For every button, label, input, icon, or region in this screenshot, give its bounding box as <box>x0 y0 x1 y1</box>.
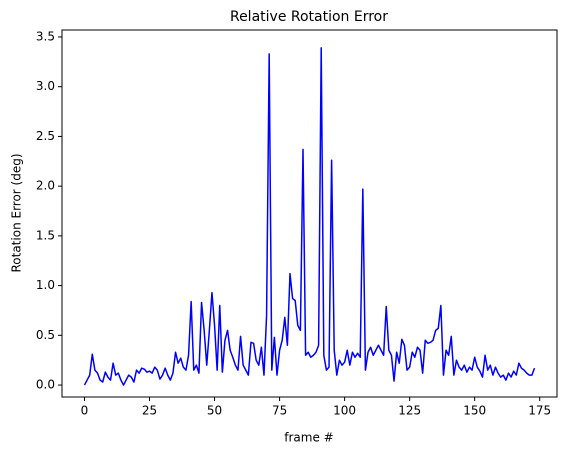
y-tick-label: 1.5 <box>36 228 55 242</box>
y-tick-label: 3.5 <box>36 29 55 43</box>
y-tick-label: 0.0 <box>36 378 55 392</box>
x-tick-label: 175 <box>528 404 551 418</box>
y-axis-label: Rotation Error (deg) <box>10 153 24 272</box>
x-tick-label: 75 <box>272 404 287 418</box>
line-series <box>83 47 536 386</box>
x-tick-label: 100 <box>333 404 356 418</box>
y-tick-label: 3.0 <box>36 79 55 93</box>
y-tick-label: 0.5 <box>36 328 55 342</box>
plot-frame <box>61 29 558 398</box>
x-tick-label: 25 <box>142 404 157 418</box>
x-tick-label: 125 <box>398 404 421 418</box>
y-tick-label: 1.0 <box>36 278 55 292</box>
y-tick-label: 2.5 <box>36 129 55 143</box>
x-tick-label: 0 <box>81 404 89 418</box>
x-tick-label: 50 <box>207 404 222 418</box>
x-axis-label: frame # <box>284 431 333 445</box>
x-tick-label: 150 <box>463 404 486 418</box>
y-tick-label: 2.0 <box>36 179 55 193</box>
chart-title: Relative Rotation Error <box>230 9 388 25</box>
